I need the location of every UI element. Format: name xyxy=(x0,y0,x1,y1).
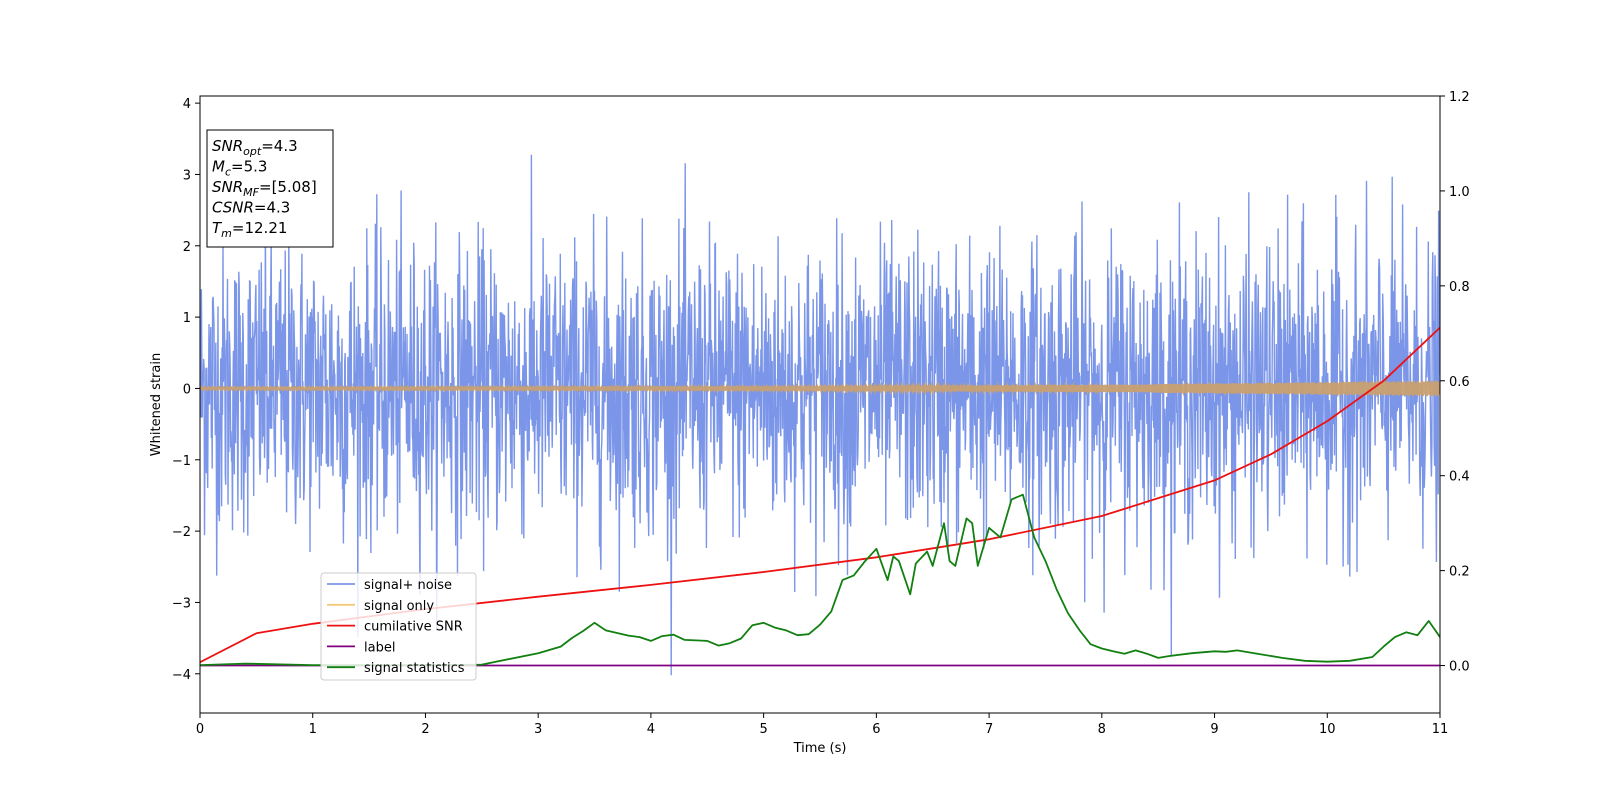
y2-tick-label: 1.0 xyxy=(1449,185,1470,200)
y2-tick-label: 0.8 xyxy=(1449,280,1470,295)
y-tick-label: −4 xyxy=(172,668,191,683)
x-tick-label: 11 xyxy=(1432,722,1449,737)
y-tick-label: −3 xyxy=(172,596,191,611)
x-tick-label: 6 xyxy=(872,722,880,737)
legend: signal+ noise signal only cumilative SNR la… xyxy=(320,572,477,681)
x-tick-label: 0 xyxy=(196,722,204,737)
legend-entry: cumilative SNR xyxy=(364,620,463,635)
y-tick-label: −1 xyxy=(172,454,191,469)
y-tick-label: 0 xyxy=(183,382,191,397)
x-tick-label: 8 xyxy=(1098,722,1106,737)
signal-only-line xyxy=(200,378,1440,398)
y2-tick-label: 0.0 xyxy=(1449,660,1470,675)
x-tick-label: 9 xyxy=(1210,722,1218,737)
x-tick-label: 1 xyxy=(309,722,317,737)
legend-entry: signal statistics xyxy=(364,661,465,676)
x-tick-label: 5 xyxy=(759,722,767,737)
legend-frame xyxy=(320,572,477,681)
y-axis-label: Whitened strain xyxy=(149,353,164,456)
y2-tick-label: 0.6 xyxy=(1449,375,1470,390)
stats-box-frame xyxy=(206,129,334,248)
stats-box-line: Tm=12.21 xyxy=(212,219,287,240)
y2-tick-label: 1.2 xyxy=(1449,90,1470,105)
y-tick-label: −2 xyxy=(172,525,191,540)
signal-statistics-line xyxy=(200,493,1440,666)
plot-frame xyxy=(199,95,1441,714)
stats-box-line: CSNR=4.3 xyxy=(212,199,290,217)
y-tick-label: 1 xyxy=(183,311,191,326)
y-tick-label: 3 xyxy=(183,168,191,183)
x-tick-label: 7 xyxy=(985,722,993,737)
series-signal-only xyxy=(200,378,1440,398)
x-tick-label: 4 xyxy=(647,722,655,737)
signal-noise-line xyxy=(200,154,1440,676)
series-signal-noise xyxy=(200,154,1440,676)
stats-box-line: SNRopt=4.3 xyxy=(212,137,298,158)
axes: 0 1 2 3 4 5 6 7 8 9 10 11 −4 −3 −2 −1 0 1 2 3 4 0.0 0.2 0.4 0.6 0… xyxy=(172,90,1470,737)
x-tick-label: 10 xyxy=(1319,722,1336,737)
legend-entry: label xyxy=(364,640,395,655)
y2-tick-label: 0.2 xyxy=(1449,565,1470,580)
y-tick-label: 2 xyxy=(183,240,191,255)
legend-entry: signal only xyxy=(364,599,434,614)
legend-entry: signal+ noise xyxy=(364,578,452,593)
x-tick-label: 3 xyxy=(534,722,542,737)
y-tick-label: 4 xyxy=(183,97,191,112)
x-axis-label: Time (s) xyxy=(793,741,847,756)
stats-box-line: Mc=5.3 xyxy=(212,158,267,179)
stats-box-line: SNRMF=[5.08] xyxy=(212,178,317,199)
series-signal-statistics xyxy=(200,493,1440,666)
y2-tick-label: 0.4 xyxy=(1449,470,1470,485)
x-tick-label: 2 xyxy=(421,722,429,737)
